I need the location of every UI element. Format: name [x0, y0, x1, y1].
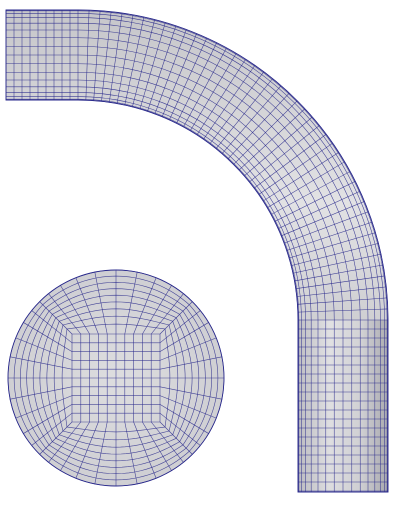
- pipe-mesh-lines: [5, 9, 389, 492]
- cross-section-outline: [7, 269, 225, 487]
- pipe-surface: [6, 10, 388, 492]
- pipe-bend-mesh: [5, 9, 389, 493]
- cross-section-mesh-lines: [7, 269, 225, 487]
- pipe-cross-section-mesh: [7, 269, 225, 487]
- pipe-outline: [5, 9, 389, 493]
